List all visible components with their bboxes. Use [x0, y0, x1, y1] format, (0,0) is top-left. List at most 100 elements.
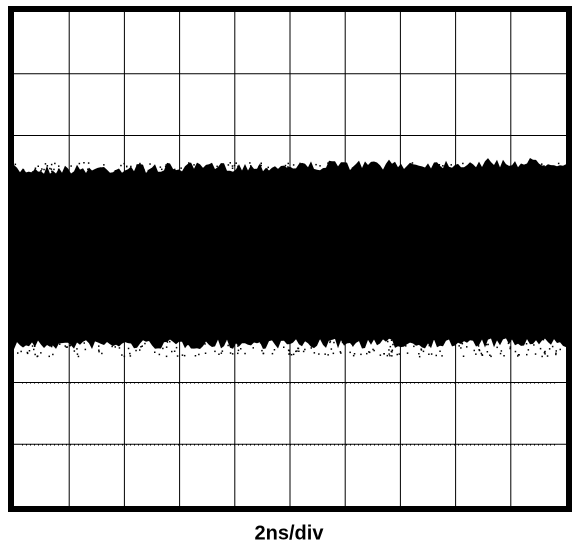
noise-speck [422, 172, 424, 174]
noise-speck [324, 353, 326, 355]
noise-speck [111, 346, 113, 348]
noise-speck [352, 345, 354, 347]
noise-speck [17, 352, 19, 354]
noise-speck [78, 356, 80, 358]
noise-speck [99, 179, 101, 181]
noise-speck [135, 350, 137, 352]
noise-speck [501, 350, 503, 352]
noise-speck [148, 170, 150, 172]
noise-speck [176, 347, 178, 349]
noise-speck [503, 355, 505, 357]
noise-speck [269, 177, 271, 179]
noise-speck [379, 172, 381, 174]
noise-speck [146, 179, 148, 181]
noise-speck [288, 353, 290, 355]
noise-speck [238, 350, 240, 352]
noise-speck [221, 352, 223, 354]
noise-speck [491, 165, 493, 167]
noise-speck [319, 165, 321, 167]
noise-speck [45, 163, 47, 165]
noise-speck [174, 177, 176, 179]
noise-speck [429, 345, 431, 347]
noise-speck [471, 164, 473, 166]
noise-speck [558, 163, 560, 165]
noise-speck [407, 179, 409, 181]
noise-speck [365, 172, 367, 174]
noise-speck [439, 164, 441, 166]
noise-speck [401, 173, 403, 175]
noise-speck [478, 168, 480, 170]
noise-speck [316, 172, 318, 174]
noise-speck [30, 172, 32, 174]
noise-speck [188, 162, 190, 164]
noise-speck [442, 165, 444, 167]
noise-speck [429, 178, 431, 180]
noise-speck [488, 175, 490, 177]
noise-speck [518, 354, 520, 356]
noise-speck [285, 165, 287, 167]
noise-speck [92, 342, 94, 344]
noise-speck [293, 354, 295, 356]
noise-speck [318, 353, 320, 355]
noise-speck [222, 341, 224, 343]
noise-speck [477, 180, 479, 182]
noise-speck [376, 164, 378, 166]
noise-speck [108, 174, 110, 176]
noise-speck [416, 169, 418, 171]
noise-speck [189, 177, 191, 179]
noise-speck [47, 165, 49, 167]
noise-speck [142, 345, 144, 347]
noise-speck [540, 348, 542, 350]
noise-speck [266, 168, 268, 170]
noise-speck [462, 179, 464, 181]
noise-speck [327, 173, 329, 175]
noise-speck [354, 353, 356, 355]
noise-speck [183, 175, 185, 177]
noise-speck [41, 168, 43, 170]
noise-speck [85, 349, 87, 351]
noise-speck [328, 339, 330, 341]
noise-speck [289, 342, 291, 344]
noise-speck [52, 179, 54, 181]
noise-speck [103, 164, 105, 166]
noise-speck [161, 343, 163, 345]
noise-speck [260, 165, 262, 167]
noise-speck [98, 345, 100, 347]
noise-speck [298, 348, 300, 350]
noise-speck [161, 169, 163, 171]
noise-speck [440, 170, 442, 172]
noise-speck [489, 355, 491, 357]
noise-speck [180, 167, 182, 169]
noise-speck [467, 169, 469, 171]
noise-speck [555, 353, 557, 355]
noise-speck [70, 345, 72, 347]
noise-speck [548, 180, 550, 182]
noise-speck [193, 164, 195, 166]
noise-speck [246, 179, 248, 181]
noise-speck [37, 356, 39, 358]
noise-speck [294, 172, 296, 174]
noise-speck [377, 168, 379, 170]
noise-speck [470, 177, 472, 179]
noise-speck [353, 173, 355, 175]
noise-speck [256, 176, 258, 178]
noise-speck [491, 172, 493, 174]
noise-speck [128, 348, 130, 350]
noise-speck [528, 349, 530, 351]
noise-speck [268, 167, 270, 169]
noise-speck [440, 167, 442, 169]
noise-speck [406, 176, 408, 178]
noise-speck [524, 174, 526, 176]
noise-speck [467, 170, 469, 172]
noise-speck [369, 176, 371, 178]
noise-speck [114, 172, 116, 174]
noise-speck [124, 356, 126, 358]
noise-speck [35, 168, 37, 170]
noise-speck [396, 169, 398, 171]
noise-speck [231, 176, 233, 178]
noise-speck [390, 175, 392, 177]
noise-speck [209, 165, 211, 167]
noise-speck [413, 346, 415, 348]
noise-speck [418, 353, 420, 355]
noise-speck [466, 346, 468, 348]
